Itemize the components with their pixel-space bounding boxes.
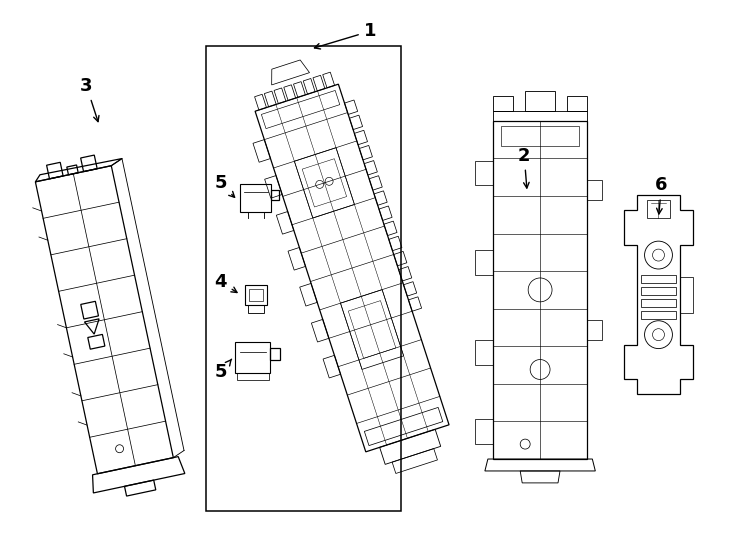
- Text: 2: 2: [518, 146, 531, 188]
- Bar: [647, 200, 670, 218]
- Bar: [206, 46, 401, 511]
- Bar: [235, 342, 271, 374]
- Text: 5: 5: [214, 174, 235, 197]
- Bar: [641, 299, 677, 307]
- Bar: [249, 289, 263, 301]
- Text: 3: 3: [80, 77, 99, 122]
- Bar: [236, 374, 269, 380]
- Bar: [244, 285, 266, 305]
- Bar: [240, 185, 272, 212]
- Text: 5: 5: [214, 359, 232, 381]
- Text: 6: 6: [655, 177, 668, 214]
- Text: 4: 4: [214, 273, 237, 293]
- Text: 1: 1: [314, 22, 377, 49]
- Bar: [247, 305, 264, 313]
- Bar: [641, 311, 677, 319]
- Bar: [641, 275, 677, 283]
- Bar: [641, 287, 677, 295]
